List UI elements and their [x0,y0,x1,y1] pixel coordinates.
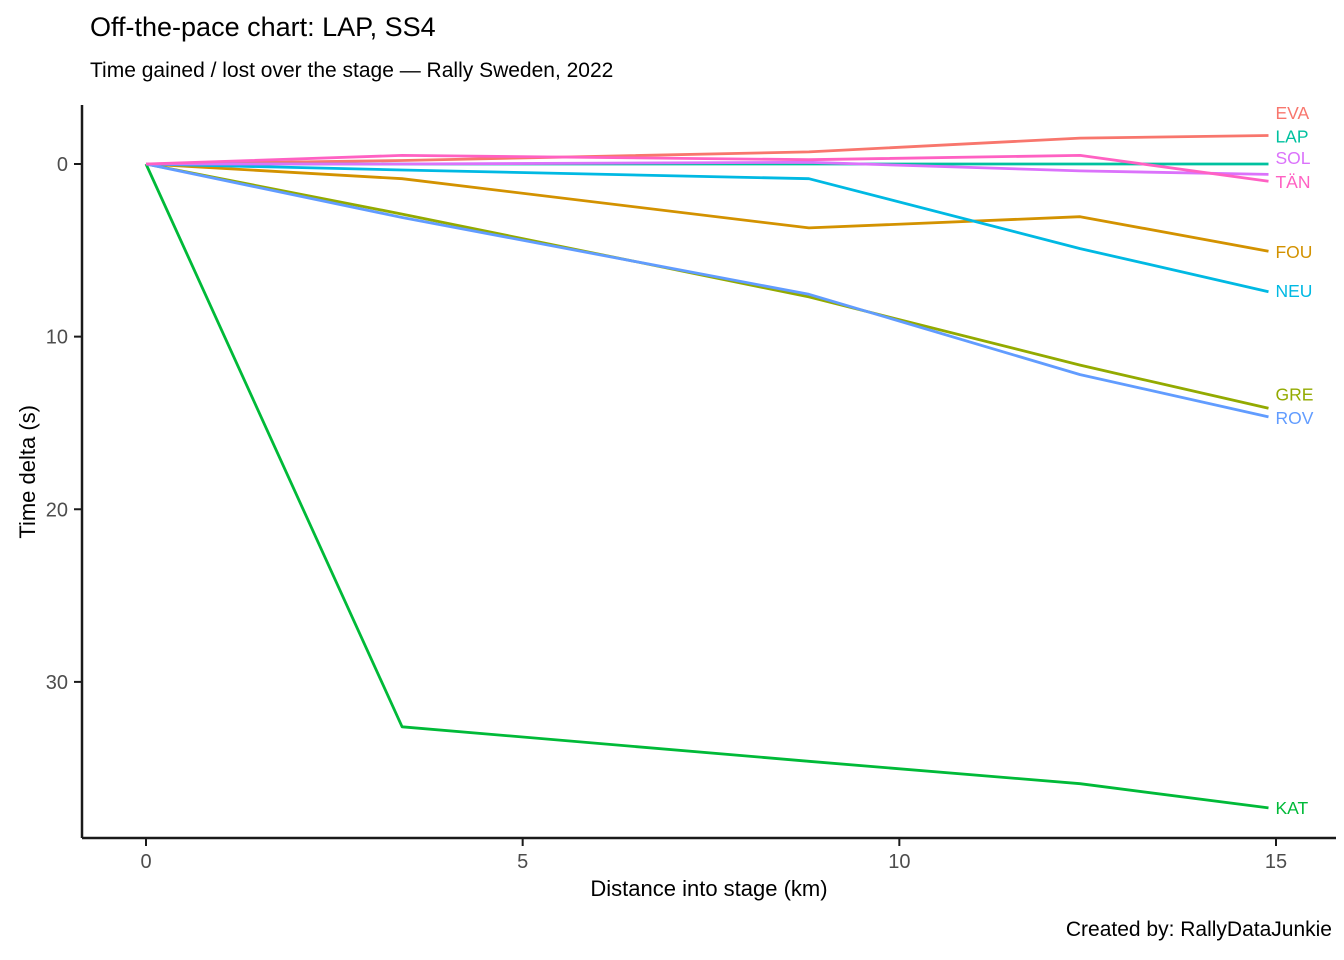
series-line-TÄN [145,153,1269,183]
chart-title: Off-the-pace chart: LAP, SS4 [90,12,436,42]
x-axis-title: Distance into stage (km) [590,876,828,901]
series-line-SOL [146,160,1269,176]
x-tick-label: 10 [888,851,910,873]
series-line-NEU [145,162,1269,294]
x-tick-label: 0 [140,851,151,873]
series-line-KAT [144,163,1269,810]
y-axis-title: Time delta (s) [15,404,40,539]
series-label-NEU: NEU [1275,281,1312,301]
series-line-FOU [145,162,1269,253]
x-tick-label: 5 [517,851,528,873]
y-axis-title-wrap: Time delta (s) [4,105,52,838]
series-label-GRE: GRE [1275,384,1313,404]
series-line-EVA [145,134,1269,166]
series-label-FOU: FOU [1275,242,1312,262]
series-label-EVA: EVA [1275,103,1309,123]
y-tick-label: 0 [57,154,68,176]
series-label-TÄN: TÄN [1275,172,1310,192]
chart-caption: Created by: RallyDataJunkie [1065,918,1332,941]
y-tick-label: 20 [46,499,68,521]
series-label-ROV: ROV [1275,408,1313,428]
series-label-SOL: SOL [1275,148,1310,168]
chart-subtitle: Time gained / lost over the stage — Rall… [90,59,614,82]
series-line-ROV [145,162,1269,419]
x-tick-label: 15 [1265,851,1287,873]
y-tick-label: 10 [46,327,68,349]
series-label-KAT: KAT [1275,798,1308,818]
series-line-GRE [145,162,1269,410]
y-tick-label: 30 [46,672,68,694]
series-label-LAP: LAP [1275,126,1308,146]
